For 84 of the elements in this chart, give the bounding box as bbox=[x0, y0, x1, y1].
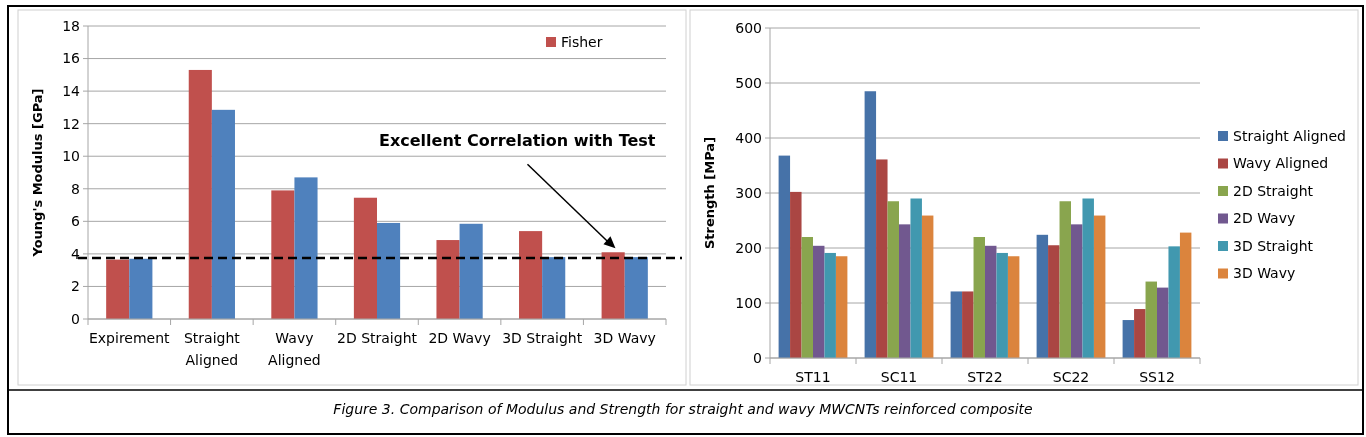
bar bbox=[624, 257, 648, 319]
x-tick-label: 3D Wavy bbox=[593, 330, 656, 346]
bar bbox=[1168, 246, 1180, 358]
y-tick-label: 4 bbox=[71, 245, 81, 262]
y-tick-label: 0 bbox=[753, 349, 762, 366]
y-tick-label: 100 bbox=[735, 294, 762, 311]
bar bbox=[436, 240, 460, 319]
legend-label: 2D Wavy bbox=[1233, 210, 1296, 227]
bar bbox=[985, 245, 997, 358]
annotation: Excellent Correlation with Test bbox=[379, 131, 656, 151]
bar bbox=[1145, 281, 1157, 358]
bar bbox=[1007, 256, 1020, 358]
bar bbox=[1059, 201, 1071, 358]
bar bbox=[790, 191, 802, 358]
bar bbox=[1082, 198, 1094, 358]
bar bbox=[899, 224, 911, 358]
x-tick-label: Expirement bbox=[88, 330, 171, 346]
y-tick-label: 500 bbox=[735, 74, 762, 91]
y-axis-title: Young's Modulus [GPa] bbox=[30, 88, 45, 258]
caption: Figure 3. Comparison of Modulus and Strength for straight and wavy MWCNTs reinforced composite bbox=[333, 401, 1033, 417]
legend-label: 3D Straight bbox=[1233, 237, 1314, 254]
y-tick-label: 400 bbox=[735, 129, 762, 146]
bar bbox=[876, 159, 888, 358]
bar bbox=[211, 109, 235, 319]
y-tick-label: 6 bbox=[71, 213, 81, 230]
y-tick-label: 200 bbox=[735, 239, 762, 256]
y-tick-label: 8 bbox=[71, 180, 80, 197]
bar bbox=[601, 252, 625, 319]
y-tick-label: 14 bbox=[62, 83, 81, 100]
y-tick-label: 300 bbox=[735, 184, 762, 201]
bar bbox=[887, 201, 899, 358]
y-tick-label: 600 bbox=[735, 19, 762, 36]
y-tick-label: 0 bbox=[71, 310, 80, 327]
legend-label: 2D Straight bbox=[1233, 182, 1314, 199]
bar bbox=[950, 291, 963, 358]
x-tick-label: SC22 bbox=[1052, 369, 1090, 385]
bar bbox=[1071, 224, 1083, 358]
x-tick-label: SC11 bbox=[880, 369, 918, 385]
x-tick-label: 3D Straight bbox=[502, 330, 583, 346]
bar bbox=[1122, 320, 1135, 358]
x-tick-label: 2D Wavy bbox=[428, 330, 491, 346]
legend-label: Fisher bbox=[561, 33, 603, 50]
x-tick-label: ST11 bbox=[795, 369, 831, 385]
bar bbox=[353, 197, 377, 319]
bar bbox=[778, 155, 791, 358]
bar bbox=[996, 252, 1008, 358]
bar bbox=[910, 198, 922, 358]
x-tick-label: 2D Straight bbox=[337, 330, 418, 346]
bar bbox=[271, 190, 295, 319]
bar bbox=[921, 215, 934, 358]
y-tick-label: 16 bbox=[62, 50, 81, 67]
bar bbox=[188, 69, 212, 319]
bar bbox=[1036, 234, 1049, 358]
y-axis-title: Strength [MPa] bbox=[702, 136, 717, 250]
bar bbox=[377, 222, 401, 319]
x-tick-label: ST22 bbox=[967, 369, 1003, 385]
bar bbox=[106, 259, 130, 319]
bar bbox=[824, 252, 836, 358]
legend-label: Straight Aligned bbox=[1233, 127, 1346, 144]
x-tick-label: Wavy Aligned bbox=[268, 330, 321, 368]
bar bbox=[813, 245, 825, 358]
y-tick-label: 18 bbox=[62, 17, 80, 34]
bar bbox=[1134, 309, 1146, 358]
bar bbox=[129, 258, 153, 319]
legend-label: Wavy Aligned bbox=[1233, 155, 1329, 172]
bar bbox=[1093, 215, 1106, 358]
bar bbox=[1048, 245, 1060, 358]
bar bbox=[864, 91, 877, 358]
x-tick-label: SS12 bbox=[1139, 369, 1175, 385]
y-tick-label: 12 bbox=[62, 115, 80, 132]
bar bbox=[973, 237, 985, 358]
bar bbox=[1157, 287, 1169, 358]
bar bbox=[542, 257, 566, 319]
y-tick-label: 10 bbox=[62, 148, 80, 165]
bar bbox=[519, 231, 543, 319]
bar bbox=[294, 177, 318, 319]
bar bbox=[1179, 232, 1192, 358]
bar bbox=[962, 291, 974, 358]
bar bbox=[459, 223, 483, 319]
y-tick-label: 2 bbox=[71, 278, 80, 295]
x-tick-label: Straight Aligned bbox=[183, 330, 241, 368]
bar bbox=[801, 237, 813, 358]
legend-label: 3D Wavy bbox=[1233, 265, 1296, 282]
bar bbox=[835, 256, 848, 358]
